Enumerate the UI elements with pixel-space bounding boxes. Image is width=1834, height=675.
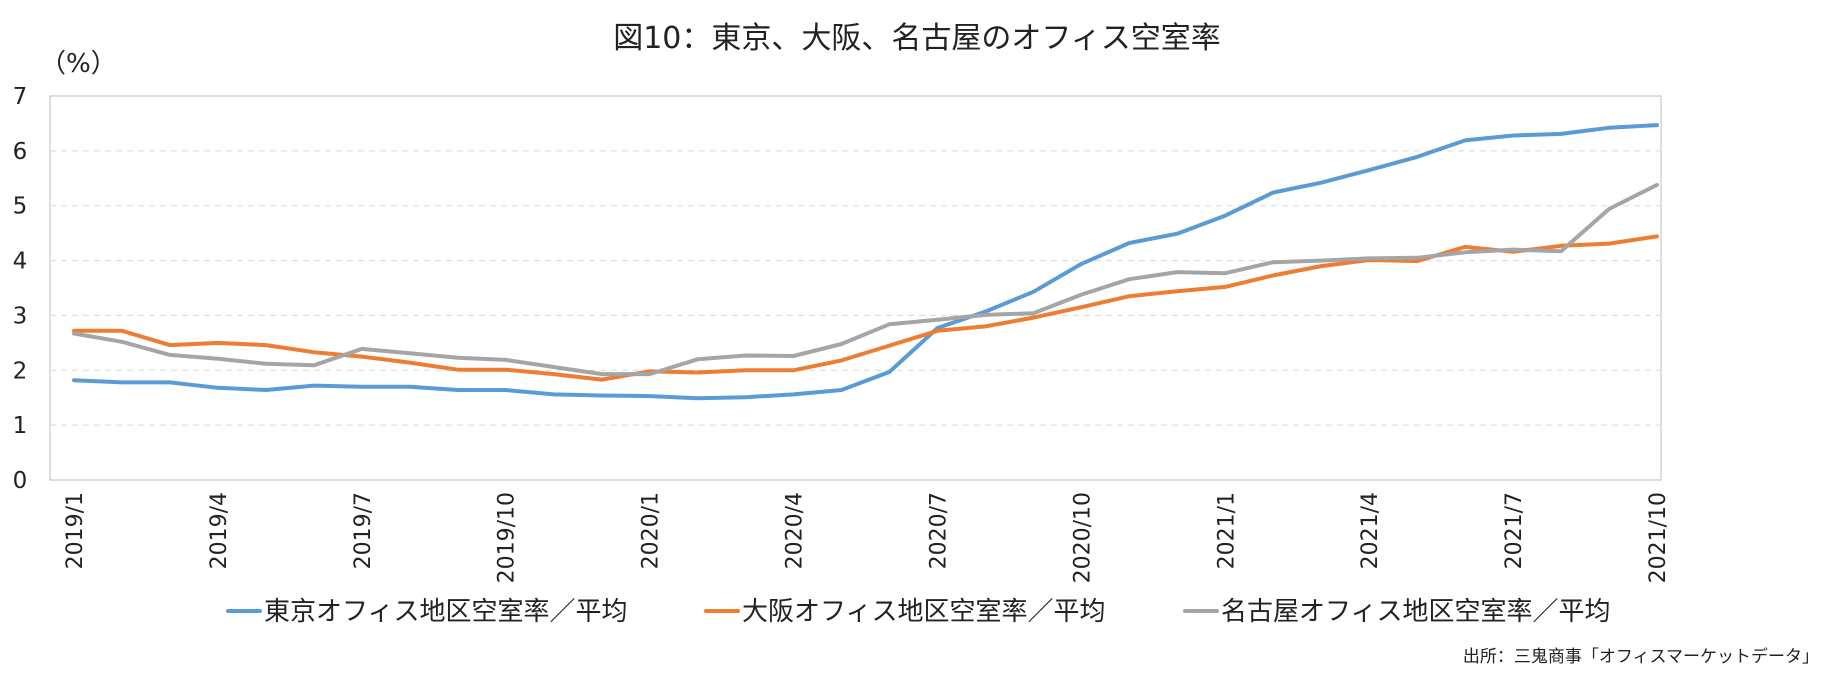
- series-line-0: [72, 123, 1659, 401]
- legend-label: 名古屋オフィス地区空室率／平均: [1221, 597, 1610, 627]
- chart-title: 図10：東京、大阪、名古屋のオフィス空室率: [613, 21, 1221, 56]
- y-tick-label: 7: [13, 84, 28, 110]
- plot-area: [49, 95, 1662, 481]
- x-tick-label: 2021/4: [1358, 492, 1383, 569]
- x-tick-label: 2019/4: [207, 492, 232, 569]
- x-tick-label: 2020/4: [783, 492, 808, 569]
- y-tick-label: 1: [13, 413, 28, 439]
- x-tick-label: 2021/1: [1214, 492, 1239, 569]
- y-tick-label: 6: [13, 139, 28, 165]
- x-tick-label: 2020/1: [639, 492, 664, 569]
- series-line-2: [72, 182, 1659, 377]
- x-tick-label: 2021/7: [1502, 492, 1527, 569]
- y-axis-unit: （%）: [40, 49, 117, 79]
- x-tick-label: 2020/10: [1070, 492, 1095, 583]
- y-tick-label: 5: [13, 194, 28, 220]
- y-tick-label: 4: [13, 249, 28, 275]
- x-tick-label: 2021/10: [1646, 492, 1671, 583]
- y-tick-label: 0: [13, 468, 28, 494]
- legend-label: 東京オフィス地区空室率／平均: [264, 597, 627, 627]
- x-tick-label: 2019/10: [495, 492, 520, 583]
- y-tick-label: 2: [13, 358, 28, 384]
- series-line-1: [72, 234, 1659, 382]
- x-tick-label: 2019/1: [63, 492, 88, 569]
- x-tick-label: 2020/7: [926, 492, 951, 569]
- x-tick-label: 2019/7: [351, 492, 376, 569]
- legend-label: 大阪オフィス地区空室率／平均: [742, 597, 1105, 627]
- y-tick-label: 3: [13, 303, 28, 329]
- source-note: 出所：三鬼商事「オフィスマーケットデータ」: [1463, 646, 1819, 667]
